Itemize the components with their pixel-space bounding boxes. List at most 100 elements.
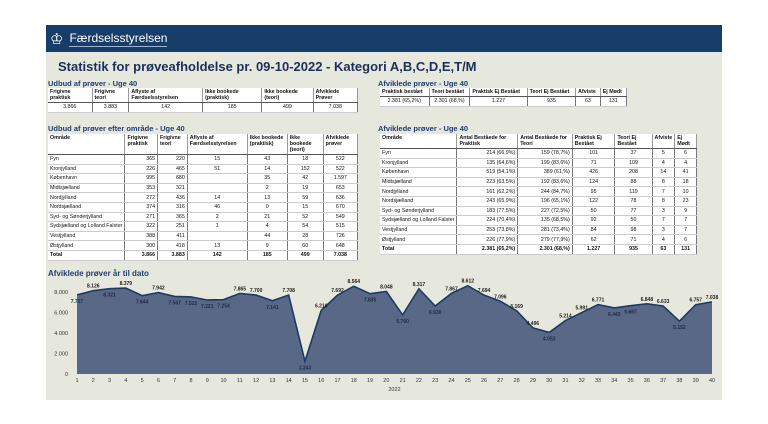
column-header[interactable]: Antal Beståede for Praktisk	[456, 134, 519, 149]
data-label: 5.991	[575, 306, 588, 312]
column-header[interactable]: Praktisk Ej Bestået	[469, 88, 528, 97]
table-cell: 135 (64,6%)	[456, 158, 519, 169]
column-header[interactable]: Område	[380, 134, 458, 149]
total-cell: 1.227	[572, 243, 616, 255]
column-header[interactable]: Frigivne teori	[157, 134, 188, 155]
table-cell: 18	[287, 154, 324, 165]
table-cell: 935	[527, 96, 577, 107]
table-cell: 3.866	[48, 102, 93, 113]
data-label: 7.567	[168, 300, 181, 306]
total-cell: 63	[652, 243, 676, 255]
table-cell: 101	[572, 148, 616, 159]
column-header[interactable]: Frigivne teori	[92, 88, 130, 103]
column-header[interactable]: Teori bestået	[429, 88, 471, 97]
table-cell: 23	[674, 196, 697, 207]
data-label: 7.867	[445, 286, 458, 292]
y-tick-label: 2.000	[54, 352, 68, 358]
table-row: Fyn 214 (66,9%) 159 (78,7%) 101 37 5 6	[380, 148, 697, 159]
column-header[interactable]: Afviklede Prøver	[313, 88, 359, 103]
table-cell: 42	[287, 173, 324, 184]
total-cell: 7.038	[323, 249, 359, 261]
table-cell: 59	[287, 192, 324, 203]
x-tick-label: 30	[546, 378, 552, 384]
table-cell: 365	[124, 154, 159, 165]
column-header[interactable]: Antal Beståede for Teori	[517, 134, 573, 149]
table-cell: Vestjylland	[380, 225, 458, 236]
table-cell: 21	[247, 212, 288, 223]
column-header[interactable]: Aflyste af Færdselsstyrelsen	[128, 88, 204, 103]
table-cell: 680	[157, 173, 188, 184]
table-row: København 995 680 35 42 1.597	[48, 173, 359, 184]
column-header[interactable]: Ikke bookede (teori)	[287, 134, 324, 155]
column-header[interactable]: Frigivne praktisk	[48, 88, 93, 103]
table-cell: 499	[261, 102, 314, 113]
x-tick-label: 5	[141, 378, 144, 384]
table-row: Nordsjælland 243 (65,9%) 196 (65,1%) 122 78 8…	[380, 196, 697, 207]
table-cell: 124	[572, 177, 616, 188]
table-cell: 519 (54,1%)	[456, 167, 519, 178]
table-cell: 244 (84,7%)	[517, 186, 573, 197]
supply-area-heading: Udbud af prøver efter område - Uge 40	[48, 124, 185, 133]
table-cell: 109	[614, 158, 653, 169]
header-row: Område Antal Beståede for Praktisk Antal B…	[380, 134, 697, 149]
column-header[interactable]: Afviste	[652, 134, 676, 149]
x-tick-label: 39	[693, 378, 699, 384]
column-header[interactable]: Praktisk Ej Bestået	[572, 134, 616, 149]
table-cell: 220	[157, 154, 188, 165]
column-header[interactable]: Ej Mødt	[674, 134, 697, 149]
column-header[interactable]: Ikke bookede (praktisk)	[202, 88, 263, 103]
table-cell: Nordsjælland	[380, 196, 458, 207]
table-cell: 214 (66,9%)	[456, 148, 519, 159]
table-cell: 10	[674, 186, 697, 197]
column-header[interactable]: Ej Mødt	[600, 88, 628, 97]
column-header[interactable]: Ikke bookede (praktisk)	[247, 134, 288, 155]
column-header[interactable]: Teori Ej Bestået	[614, 134, 653, 149]
table-cell: Sydsjælland og Lolland Falster	[48, 221, 126, 232]
table-cell: 15	[287, 202, 324, 213]
table-cell: 365	[157, 212, 188, 223]
data-label: 6.771	[592, 298, 605, 304]
column-header[interactable]: Afviste	[575, 88, 601, 97]
data-label: 7.096	[494, 294, 507, 300]
column-header[interactable]: Frigivne praktisk	[124, 134, 159, 155]
x-tick-label: 4	[124, 378, 127, 384]
table-cell: 726	[323, 231, 359, 242]
total-cell: 935	[614, 243, 653, 255]
total-cell: 3.883	[157, 249, 188, 261]
table-cell: 1	[187, 221, 248, 232]
table-cell: 4	[674, 158, 697, 169]
table-row: Vestjylland 388 411 44 28 726	[48, 231, 359, 242]
x-tick-label: 6	[157, 378, 160, 384]
table-cell: Vestjylland	[48, 231, 126, 242]
table-cell: 84	[572, 225, 616, 236]
table-cell: 7	[674, 225, 697, 236]
table-cell: Fyn	[380, 148, 458, 159]
table-row: Kronjylland 226 465 51 14 152 522	[48, 164, 359, 175]
table-cell: 465	[157, 164, 188, 175]
data-label: 7.708	[282, 288, 295, 294]
column-header[interactable]: Ikke bookede (teori)	[261, 88, 314, 103]
total-cell: 185	[247, 249, 288, 261]
table-cell: 14	[247, 164, 288, 175]
table-cell: 28	[287, 231, 324, 242]
table-cell: 7	[674, 215, 697, 226]
column-header[interactable]: Praktisk bestået	[380, 88, 430, 97]
column-header[interactable]: Aflyste af Færdselsstyrelsen	[187, 134, 248, 155]
table-cell: 19	[287, 183, 324, 194]
y-tick-label: 8.000	[54, 290, 68, 296]
data-label: 6.633	[657, 299, 670, 305]
table-cell: 18	[674, 177, 697, 188]
table-cell: 7	[652, 215, 676, 226]
supply-area-table: Område Frigivne praktisk Frigivne teori Afl…	[48, 134, 359, 261]
table-cell: Kronjylland	[380, 158, 458, 169]
column-header[interactable]: Teori Ej Bestået	[527, 88, 577, 97]
series-line	[76, 284, 713, 365]
column-header[interactable]: Afviklede prøver	[323, 134, 359, 155]
table-cell: 6	[674, 148, 697, 159]
brand-name[interactable]: Færdselsstyrelsen	[69, 30, 168, 47]
column-header[interactable]: Område	[48, 134, 126, 155]
table-cell: 4	[247, 221, 288, 232]
table-cell: 7	[652, 186, 676, 197]
table-row: 3.866 3.883 142 185 499 7.038	[48, 102, 359, 113]
table-row: Midtsjælland 353 321 2 19 653	[48, 183, 359, 194]
